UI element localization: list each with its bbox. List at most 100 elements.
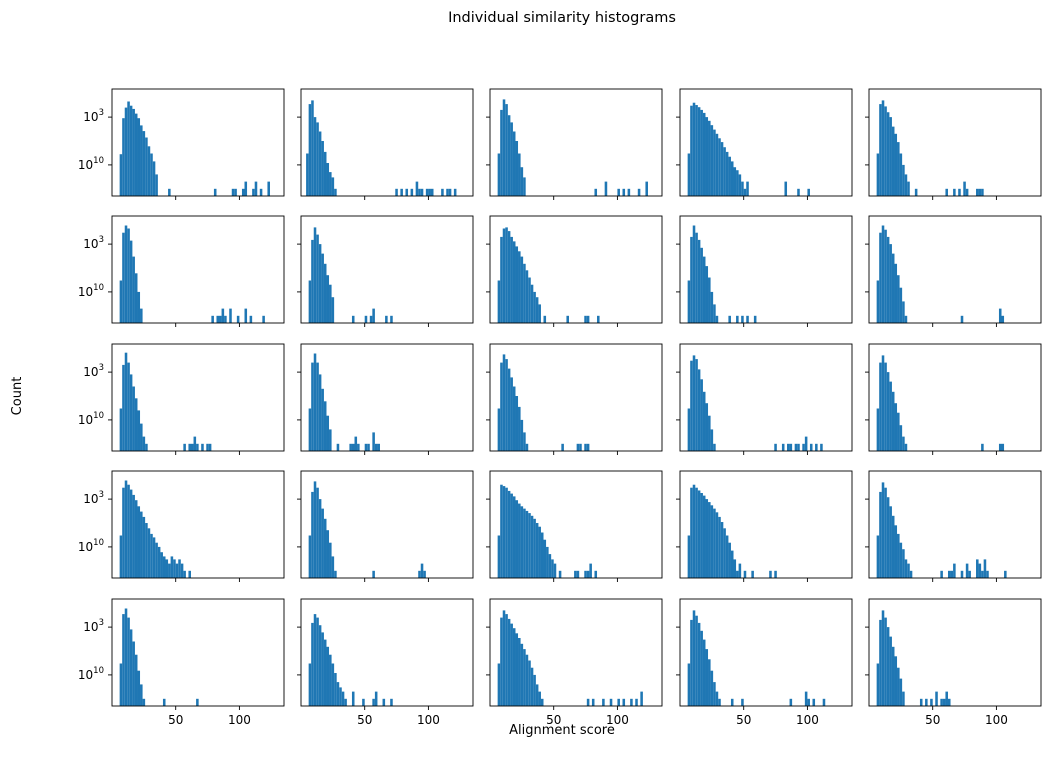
histogram-bar [334, 570, 337, 578]
histogram-bar [561, 443, 564, 451]
histogram-bar [453, 188, 457, 196]
histogram-bar [702, 639, 706, 706]
subplot-frame [489, 88, 663, 197]
histogram-bar [311, 362, 314, 451]
histogram-bar [147, 146, 151, 196]
histogram-bar [690, 105, 693, 196]
histogram-bar [132, 641, 135, 706]
histogram-bar [718, 138, 721, 196]
histogram-bar [894, 133, 898, 196]
histogram-bar [894, 656, 898, 706]
histogram-bar [774, 443, 777, 451]
histogram-bar [983, 559, 987, 578]
histogram-bar [692, 355, 696, 451]
histogram-bar [326, 163, 330, 196]
histogram-bar [897, 533, 900, 578]
histogram-bar [695, 359, 698, 451]
histogram-bar [134, 273, 138, 323]
x-tick-label: 100 [417, 713, 440, 727]
histogram-bar [512, 496, 516, 578]
histogram-bar [881, 355, 885, 451]
histogram-bar [428, 188, 431, 196]
histogram-bar [692, 102, 696, 196]
histogram-bar [950, 570, 954, 578]
histogram-bar [418, 570, 421, 578]
histogram-bar [313, 481, 317, 578]
histogram-bar [822, 698, 826, 706]
histogram-bar [743, 188, 747, 196]
histogram-bar [594, 570, 598, 578]
histogram-bar [372, 570, 375, 578]
histogram-bar [904, 559, 908, 578]
histogram-bar [420, 563, 424, 578]
histogram-bar [965, 188, 969, 196]
histogram-bar [518, 153, 521, 196]
histogram-bar [697, 239, 701, 323]
subplot-frame [300, 215, 474, 324]
subplot-frame [868, 88, 1042, 197]
histogram-bar [700, 630, 703, 706]
histogram-bar [390, 698, 393, 706]
histogram-bar [318, 499, 322, 578]
histogram-bar [807, 698, 810, 706]
histogram-bar [725, 151, 729, 196]
histogram-bar [497, 408, 501, 451]
histogram-bar [372, 432, 375, 451]
histogram-bar [122, 118, 125, 196]
y-tick-exponent: 3 [99, 108, 104, 118]
histogram-bar [540, 698, 544, 706]
histogram-bar [718, 698, 721, 706]
histogram-bar [119, 408, 123, 451]
histogram-bar [377, 443, 380, 451]
histogram-bar [535, 684, 539, 706]
histogram-bar [308, 280, 312, 323]
histogram-bar [321, 141, 324, 196]
subplot [676, 215, 853, 327]
histogram-bar [576, 570, 580, 578]
histogram-bar [515, 633, 519, 706]
histogram-bar [221, 308, 225, 323]
histogram-bar [904, 174, 908, 196]
histogram-bar [505, 227, 508, 323]
histogram-bar [142, 131, 146, 196]
histogram-bar [530, 284, 534, 323]
histogram-bar [746, 181, 749, 196]
subplot [297, 470, 474, 582]
histogram-bar [953, 563, 956, 578]
histogram-bar [326, 646, 330, 706]
x-tick-label: 100 [228, 713, 251, 727]
histogram-bar [364, 315, 368, 323]
histogram-bar [140, 125, 143, 196]
histogram-bar [510, 236, 513, 323]
histogram-bar [134, 113, 138, 196]
histogram-bar [876, 535, 880, 578]
histogram-bar [879, 619, 882, 706]
histogram-bar [180, 563, 184, 578]
histogram-bar [627, 188, 631, 196]
histogram-bar [886, 112, 890, 196]
histogram-bar [313, 353, 317, 451]
y-tick-exponent: 3 [99, 490, 104, 500]
histogram-bar [318, 131, 322, 196]
histogram-bar [891, 126, 895, 196]
histogram-bar [323, 263, 327, 323]
histogram-bar [741, 315, 744, 323]
histogram-bar [881, 482, 885, 578]
histogram-bar [945, 188, 948, 196]
histogram-bar [512, 131, 516, 196]
histogram-bar [940, 698, 943, 706]
histogram-bar [336, 443, 340, 451]
histogram-bar [540, 532, 544, 578]
histogram-bar [886, 627, 890, 706]
histogram-bar [523, 432, 526, 451]
histogram-bar [797, 188, 800, 196]
histogram-bar [318, 625, 322, 706]
histogram-bar [715, 691, 719, 706]
histogram-bar [543, 315, 547, 323]
subplot-frame [111, 343, 285, 452]
histogram-bar [1001, 315, 1005, 323]
histogram-bar [919, 698, 923, 706]
histogram-bar [318, 244, 322, 323]
